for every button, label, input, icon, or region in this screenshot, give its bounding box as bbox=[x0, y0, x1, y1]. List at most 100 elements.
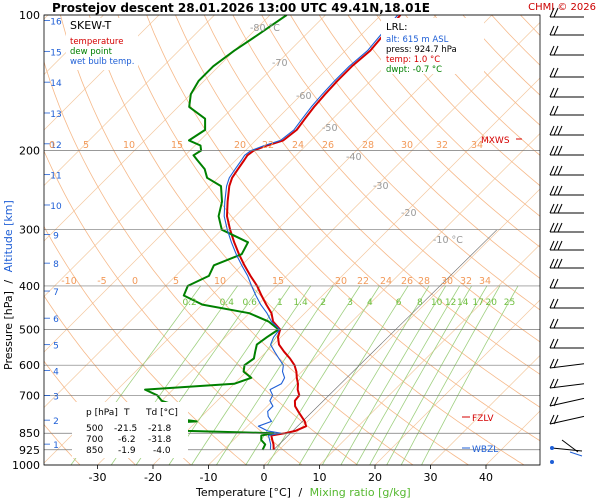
dry-adiabat-line bbox=[520, 15, 540, 36]
theta-e-label: -10 bbox=[61, 276, 77, 287]
lrl-press: press: 924.7 hPa bbox=[386, 45, 457, 55]
altitude-tick-label: 5 bbox=[53, 342, 59, 352]
mixing-ratio-line bbox=[340, 285, 447, 465]
wind-barb-surface bbox=[550, 439, 583, 464]
y-tick-label: 700 bbox=[19, 389, 40, 402]
table-header-td: Td [°C] bbox=[145, 408, 178, 418]
y-tick-label: 100 bbox=[19, 9, 40, 22]
x-tick-label: 10 bbox=[313, 471, 327, 484]
table-row-850-p: 850 bbox=[86, 446, 103, 456]
theta-e-label: 24 bbox=[380, 276, 392, 287]
y-axis-title-pressure: Pressure [hPa] bbox=[2, 291, 15, 370]
theta-e-label: 34 bbox=[471, 140, 483, 151]
isotherm-label: -10 °C bbox=[433, 235, 463, 246]
table-row-500-td: -21.8 bbox=[148, 424, 172, 434]
x-tick-label: 30 bbox=[424, 471, 438, 484]
wind-barb bbox=[549, 67, 584, 78]
y-tick-label: 1000 bbox=[12, 459, 40, 472]
legend-item-temperature: temperature bbox=[70, 37, 123, 47]
isotherm-line bbox=[97, 22, 540, 465]
x-tick-label: -20 bbox=[144, 471, 162, 484]
y-axis-title-altitude: Altitude [km] bbox=[2, 200, 15, 272]
wind-barb bbox=[549, 203, 584, 214]
dry-adiabat-line bbox=[261, 15, 540, 311]
theta-e-label: 30 bbox=[441, 276, 453, 287]
wind-barb bbox=[549, 414, 585, 425]
lrl-title: LRL: bbox=[386, 22, 407, 33]
dry-adiabat-line bbox=[60, 15, 414, 465]
wind-barb bbox=[549, 278, 584, 289]
theta-e-label: 5 bbox=[83, 140, 89, 151]
mixing-ratio-label: 6 bbox=[396, 298, 402, 308]
theta-e-label: 24 bbox=[292, 140, 304, 151]
wind-barb bbox=[549, 258, 584, 269]
theta-e-label: 5 bbox=[173, 276, 179, 287]
series-line-wet-bulb-temp bbox=[223, 15, 399, 450]
theta-e-label: 15 bbox=[272, 276, 284, 287]
mixing-ratio-label: 14 bbox=[457, 298, 469, 308]
dry-adiabat-line bbox=[203, 15, 540, 375]
lrl-temp: temp: 1.0 °C bbox=[386, 55, 440, 65]
mixing-ratio-label: 2 bbox=[320, 298, 326, 308]
wind-barb bbox=[549, 338, 584, 349]
legend-item-dew-point: dew point bbox=[70, 47, 113, 57]
wind-barb bbox=[549, 45, 584, 56]
table-row-700-p: 700 bbox=[86, 435, 103, 445]
isotherm-line bbox=[542, 15, 600, 465]
wind-barb bbox=[549, 185, 584, 196]
isotherm-line bbox=[44, 15, 493, 464]
table-row-700-t: -6.2 bbox=[118, 435, 136, 445]
mixing-ratio-label: 4 bbox=[367, 298, 373, 308]
theta-e-label: 15 bbox=[171, 140, 183, 151]
x-tick-label: -10 bbox=[200, 471, 218, 484]
wind-barb bbox=[549, 87, 584, 98]
isotherm-line bbox=[152, 77, 540, 465]
mixing-ratio-label: 0.2 bbox=[182, 298, 196, 308]
wind-barb bbox=[549, 125, 584, 136]
table-row-850-td: -4.0 bbox=[153, 446, 171, 456]
parcel-reference-line bbox=[273, 229, 498, 450]
isotherm-line bbox=[208, 133, 540, 465]
dry-adiabat-line bbox=[491, 15, 540, 66]
wbzl-label: WBZL bbox=[472, 445, 498, 455]
wind-barb bbox=[549, 396, 585, 407]
table-row-850-t: -1.9 bbox=[118, 446, 136, 456]
legend-box bbox=[66, 18, 138, 70]
summary-table-box bbox=[72, 402, 188, 458]
isotherm-line bbox=[44, 15, 382, 353]
altitude-tick-label: 1 bbox=[53, 441, 59, 451]
y-tick-label: 300 bbox=[19, 224, 40, 237]
theta-e-label: -5 bbox=[97, 276, 106, 287]
altitude-tick-label: 8 bbox=[53, 260, 59, 270]
isotherm-label: -80 °C bbox=[250, 23, 280, 34]
theta-e-label: 26 bbox=[322, 140, 334, 151]
isotherm-line bbox=[44, 15, 160, 131]
altitude-tick-label: 14 bbox=[50, 79, 62, 89]
plot-frame bbox=[43, 14, 541, 466]
mixing-ratio-label: 17 bbox=[472, 298, 483, 308]
theta-e-label: 28 bbox=[418, 276, 430, 287]
theta-e-label: 26 bbox=[401, 276, 413, 287]
wind-barb bbox=[549, 222, 584, 233]
mixing-ratio-line bbox=[245, 285, 361, 465]
lrl-dwpt: dwpt: -0.7 °C bbox=[386, 65, 442, 75]
altitude-tick-label: 6 bbox=[53, 315, 59, 325]
y-tick-label: 850 bbox=[19, 427, 40, 440]
theta-e-label: 10 bbox=[214, 276, 226, 287]
table-row-500-p: 500 bbox=[86, 424, 103, 434]
fzlv-label: FZLV bbox=[472, 414, 494, 424]
wind-barb bbox=[549, 358, 585, 369]
altitude-tick-label: 10 bbox=[50, 202, 62, 212]
wind-barb bbox=[549, 240, 584, 251]
theta-e-label: 34 bbox=[479, 276, 491, 287]
mixing-ratio-label: 8 bbox=[417, 298, 423, 308]
isotherm-line bbox=[430, 355, 540, 465]
x-tick-label: -30 bbox=[89, 471, 107, 484]
chart-title: Prostejov descent 28.01.2026 13:00 UTC 4… bbox=[52, 1, 430, 15]
x-tick-label: 40 bbox=[479, 471, 493, 484]
theta-e-label: 20 bbox=[234, 140, 246, 151]
dry-adiabat-line bbox=[376, 15, 540, 187]
altitude-tick-label: 7 bbox=[53, 288, 59, 298]
theta-e-label: 22 bbox=[357, 276, 369, 287]
